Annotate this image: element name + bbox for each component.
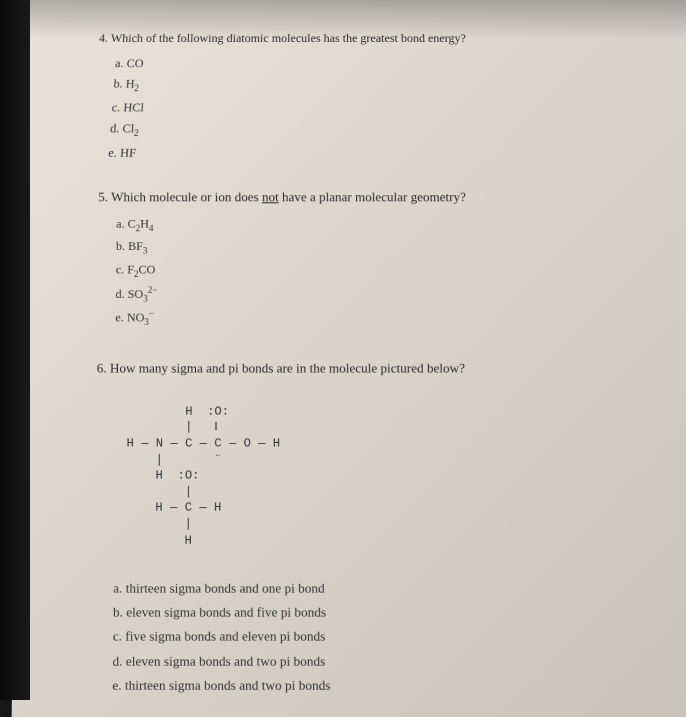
q5-option-e: e. NO3−	[115, 306, 629, 330]
diagram-l2: | ‖	[127, 420, 218, 434]
q5-option-c: c. F2CO	[116, 259, 629, 282]
diagram-l5: H :O:	[126, 468, 199, 482]
q6-option-e: e. thirteen sigma bonds and two pi bonds	[112, 673, 632, 698]
diagram-l8: |	[126, 517, 192, 532]
q6-prompt: 6. How many sigma and pi bonds are in th…	[97, 359, 630, 378]
q5-text-before: Which molecule or ion does	[111, 189, 262, 204]
q5-number: 5.	[98, 189, 108, 204]
q6-text: How many sigma and pi bonds are in the m…	[110, 360, 465, 375]
q4-option-a: a. CO	[114, 53, 629, 74]
page-dark-edge	[0, 0, 30, 700]
q4-option-c: c. HCl	[111, 97, 634, 118]
q5-prompt: 5. Which molecule or ion does not have a…	[98, 188, 628, 206]
q5-options: a. C2H4 b. BF3 c. F2CO d. SO32− e. NO3−	[115, 213, 629, 331]
diagram-l6: |	[126, 484, 192, 498]
q6-number: 6.	[97, 360, 107, 375]
diagram-l3: H — N — C — C — O — H	[126, 436, 280, 450]
diagram-l1: H :O:	[127, 404, 229, 418]
q5-option-a: a. C2H4	[116, 213, 628, 236]
q4-number: 4.	[98, 31, 108, 45]
question-4: 4. Which of the following diatomic molec…	[89, 30, 638, 164]
q5-not: not	[262, 189, 279, 204]
q6-options: a. thirteen sigma bonds and one pi bond …	[112, 576, 632, 698]
diagram-l4: | ¨	[126, 452, 221, 466]
q4-prompt: 4. Which of the following diatomic molec…	[98, 30, 627, 47]
paper-sheet: 4. Which of the following diatomic molec…	[12, 0, 686, 717]
q4-option-b: b. H2	[113, 73, 632, 96]
question-5: 5. Which molecule or ion does not have a…	[97, 188, 629, 330]
q6-option-c: c. five sigma bonds and eleven pi bonds	[113, 624, 633, 648]
q5-text-after: have a planar molecular geometry?	[279, 189, 466, 204]
molecule-structure: H :O: | ‖ H — N — C — C — O — H | ¨ H :O…	[126, 388, 632, 565]
diagram-l9: H	[126, 533, 192, 548]
q4-option-e: e. HF	[107, 142, 637, 164]
q6-option-d: d. eleven sigma bonds and two pi bonds	[112, 649, 632, 673]
q6-option-a: a. thirteen sigma bonds and one pi bond	[113, 576, 632, 600]
q4-text: Which of the following diatomic molecule…	[110, 31, 466, 45]
q5-option-b: b. BF3	[116, 236, 629, 259]
q5-option-d: d. SO32−	[115, 282, 628, 306]
q4-option-d: d. Cl2	[109, 118, 635, 142]
question-6: 6. How many sigma and pi bonds are in th…	[94, 359, 633, 698]
diagram-l7: H — C — H	[126, 501, 221, 515]
q4-options: a. CO b. H2 c. HCl d. Cl2 e. HF	[107, 53, 637, 164]
q6-option-b: b. eleven sigma bonds and five pi bonds	[113, 600, 632, 624]
